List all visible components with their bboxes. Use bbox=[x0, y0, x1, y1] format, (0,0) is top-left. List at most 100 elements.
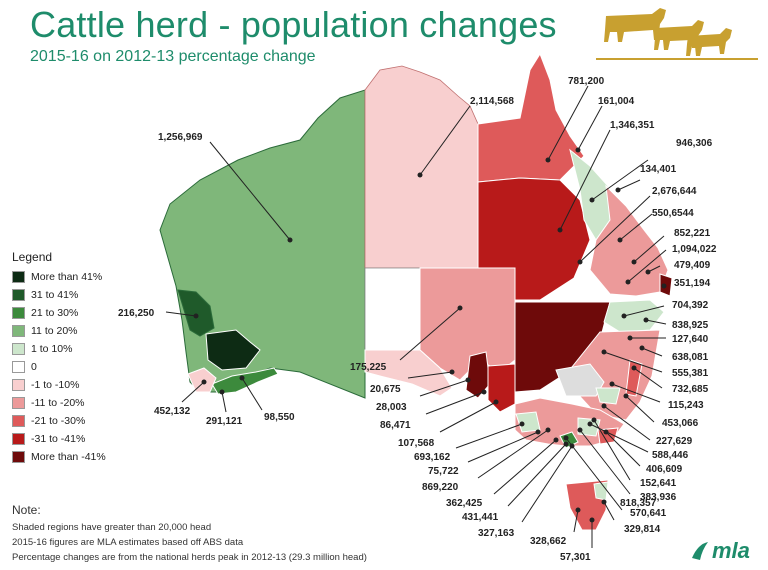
label-v383: 383,936 bbox=[640, 492, 677, 503]
legend-swatch bbox=[12, 415, 25, 427]
legend-swatch bbox=[12, 307, 25, 319]
legend-label: -1 to -10% bbox=[31, 379, 80, 391]
label-n638: 638,081 bbox=[672, 352, 709, 363]
legend-item: More than 41% bbox=[12, 268, 106, 286]
legend-swatch bbox=[12, 289, 25, 301]
legend-swatch bbox=[12, 451, 25, 463]
label-s20: 20,675 bbox=[370, 384, 401, 395]
legend-item: -31 to -41% bbox=[12, 430, 106, 448]
label-s107: 107,568 bbox=[398, 438, 435, 449]
label-v406: 406,609 bbox=[646, 464, 683, 475]
label-s28: 28,003 bbox=[376, 402, 407, 413]
mla-logo-text: mla bbox=[712, 538, 750, 563]
label-wa: 1,256,969 bbox=[158, 132, 203, 143]
label-q134: 134,401 bbox=[640, 164, 677, 175]
label-v818: 818,357 bbox=[620, 498, 657, 509]
label-sw-wa: 216,250 bbox=[118, 308, 155, 319]
label-wa-452: 452,132 bbox=[154, 406, 191, 417]
legend-swatch bbox=[12, 433, 25, 445]
legend-swatch bbox=[12, 271, 25, 283]
legend-swatch bbox=[12, 397, 25, 409]
label-q781: 781,200 bbox=[568, 76, 605, 87]
region-sa-se bbox=[487, 363, 516, 413]
label-nt: 2,114,568 bbox=[470, 96, 514, 107]
cattle-logo-icon bbox=[604, 8, 732, 56]
region-sa-white bbox=[364, 267, 421, 351]
legend-item: -11 to -20% bbox=[12, 394, 106, 412]
notes-title: Note: bbox=[12, 503, 41, 517]
label-v227: 227,629 bbox=[656, 436, 693, 447]
legend-title: Legend bbox=[12, 250, 53, 264]
legend-label: 31 to 41% bbox=[31, 289, 79, 301]
region-qld-north bbox=[477, 52, 585, 183]
legend-swatch bbox=[12, 379, 25, 391]
region-qld-central bbox=[477, 177, 591, 301]
region-qld-coast bbox=[589, 184, 669, 297]
region-tas-ne bbox=[593, 481, 609, 501]
legend-item: -21 to -30% bbox=[12, 412, 106, 430]
label-s362: 362,425 bbox=[446, 498, 483, 509]
label-q550: 550,6544 bbox=[652, 208, 694, 219]
page-subtitle: 2015-16 on 2012-13 percentage change bbox=[30, 48, 316, 65]
label-v152: 152,641 bbox=[640, 478, 677, 489]
label-n115: 115,243 bbox=[668, 400, 704, 411]
legend-label: -11 to -20% bbox=[31, 397, 85, 409]
legend-item: 11 to 20% bbox=[12, 322, 106, 340]
legend: Legend More than 41% 31 to 41% 21 to 30% 11… bbox=[12, 250, 106, 466]
label-q1346: 1,346,351 bbox=[610, 120, 655, 131]
legend-label: 11 to 20% bbox=[31, 325, 78, 337]
legend-label: 1 to 10% bbox=[31, 343, 73, 355]
label-s75: 75,722 bbox=[428, 466, 459, 477]
label-s869: 869,220 bbox=[422, 482, 459, 493]
label-q2676: 2,676,644 bbox=[652, 186, 697, 197]
label-q351: 351,194 bbox=[674, 278, 711, 289]
region-nt bbox=[364, 65, 479, 269]
label-q1094: 1,094,022 bbox=[672, 244, 717, 255]
label-q946: 946,306 bbox=[676, 138, 713, 149]
label-n555: 555,381 bbox=[672, 368, 709, 379]
label-n732: 732,685 bbox=[672, 384, 709, 395]
legend-label: 0 bbox=[31, 361, 37, 373]
region-wa-sw-north bbox=[177, 289, 215, 337]
label-n838: 838,925 bbox=[672, 320, 709, 331]
label-s327: 327,163 bbox=[478, 528, 515, 539]
label-s693: 693,162 bbox=[414, 452, 451, 463]
label-q479: 479,409 bbox=[674, 260, 711, 271]
note-line: 2015-16 figures are MLA estimates based … bbox=[12, 537, 244, 548]
label-s86: 86,471 bbox=[380, 420, 411, 431]
label-wa-291: 291,121 bbox=[206, 416, 243, 427]
legend-label: -31 to -41% bbox=[31, 433, 86, 445]
legend-swatch bbox=[12, 361, 25, 373]
legend-label: -21 to -30% bbox=[31, 415, 86, 427]
label-t329: 329,814 bbox=[624, 524, 661, 535]
region-nsw-coast-red bbox=[625, 359, 643, 397]
label-v588: 588,446 bbox=[652, 450, 689, 461]
label-q852: 852,221 bbox=[674, 228, 711, 239]
note-line: Percentage changes are from the national… bbox=[12, 552, 367, 563]
region-wa-sw-east bbox=[205, 329, 261, 371]
header-rule bbox=[596, 58, 758, 60]
legend-item: More than -41% bbox=[12, 448, 106, 466]
legend-item: 0 bbox=[12, 358, 106, 376]
legend-swatch bbox=[12, 343, 25, 355]
label-wa-98: 98,550 bbox=[264, 412, 295, 423]
legend-label: More than 41% bbox=[31, 271, 103, 283]
notes: Note: Shaded regions have greater than 2… bbox=[12, 503, 367, 565]
label-v570: 570,641 bbox=[630, 508, 667, 519]
legend-item: 1 to 10% bbox=[12, 340, 106, 358]
label-t57: 57,301 bbox=[560, 552, 591, 563]
region-wa-southwest-pink bbox=[187, 367, 217, 393]
legend-item: 21 to 30% bbox=[12, 304, 106, 322]
label-q161: 161,004 bbox=[598, 96, 635, 107]
region-sa-gulf bbox=[465, 351, 491, 399]
legend-item: 31 to 41% bbox=[12, 286, 106, 304]
label-t328: 328,662 bbox=[530, 536, 567, 547]
legend-label: More than -41% bbox=[31, 451, 106, 463]
region-nsw-south-green bbox=[595, 387, 621, 405]
label-sa-north: 175,225 bbox=[350, 362, 387, 373]
mla-logo: mla bbox=[692, 538, 750, 563]
region-nsw-north-green bbox=[603, 299, 665, 333]
label-n127: 127,640 bbox=[672, 334, 709, 345]
label-n704: 704,392 bbox=[672, 300, 709, 311]
